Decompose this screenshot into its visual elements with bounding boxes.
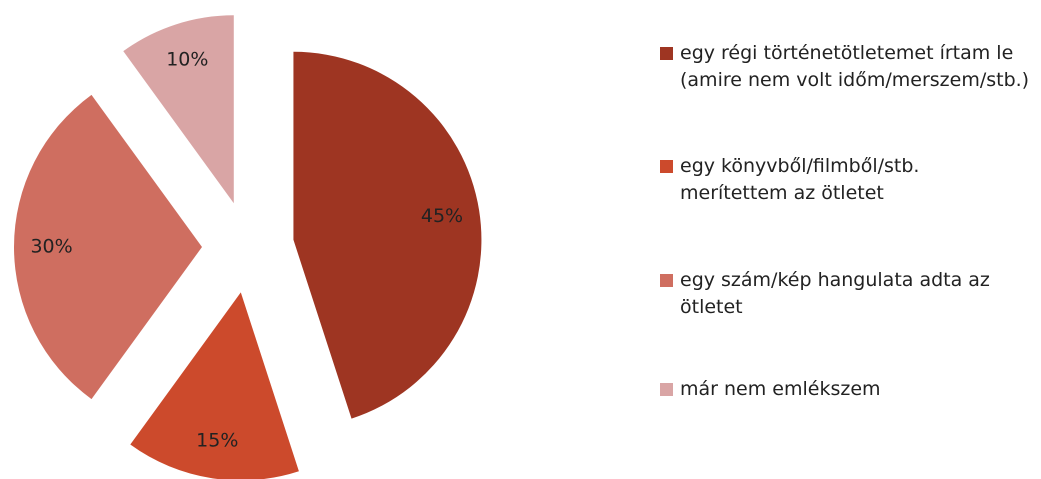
legend-entry: már nem emlékszem <box>660 376 1030 403</box>
legend-swatch <box>660 383 673 396</box>
legend-entry: egy régi történetötletemet írtam le (ami… <box>660 40 1030 94</box>
legend-label: már nem emlékszem <box>680 378 881 400</box>
legend-swatch <box>660 274 673 287</box>
legend-entry: egy könyvből/filmből/stb. merítettem az … <box>660 153 1030 207</box>
pie-slice <box>13 94 203 400</box>
legend-entry: egy szám/kép hangulata adta az ötletet <box>660 267 1030 321</box>
data-label: 30% <box>30 236 72 258</box>
legend-label: egy szám/kép hangulata adta az ötletet <box>680 269 990 318</box>
pie-slice <box>123 15 234 204</box>
legend-swatch <box>660 47 673 60</box>
pie-slice <box>293 51 482 419</box>
data-label: 10% <box>166 49 208 71</box>
legend-label: egy könyvből/filmből/stb. merítettem az … <box>680 155 920 204</box>
pie-slice <box>130 292 299 479</box>
data-label: 15% <box>196 429 238 451</box>
legend-label: egy régi történetötletemet írtam le (ami… <box>680 42 1030 91</box>
legend-swatch <box>660 160 673 173</box>
data-label: 45% <box>421 205 463 227</box>
